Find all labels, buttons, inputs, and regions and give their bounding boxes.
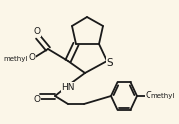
Text: HN: HN: [61, 82, 75, 92]
Text: O: O: [28, 53, 35, 62]
Text: S: S: [107, 58, 113, 68]
Text: methyl: methyl: [4, 56, 28, 62]
Text: methyl: methyl: [151, 93, 175, 99]
Text: O: O: [33, 28, 40, 36]
Text: O: O: [146, 92, 153, 100]
Text: O: O: [33, 95, 40, 105]
